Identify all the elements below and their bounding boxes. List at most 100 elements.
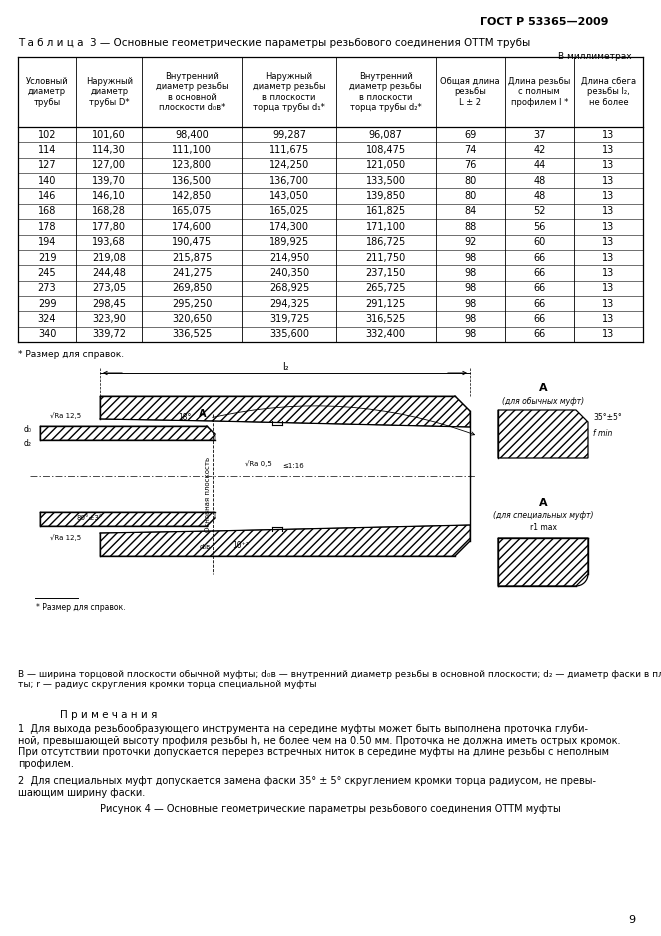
Text: 60: 60 (533, 237, 545, 247)
Text: 69: 69 (464, 130, 477, 139)
Text: 241,275: 241,275 (172, 268, 212, 278)
Text: 98: 98 (464, 329, 477, 340)
Text: 42: 42 (533, 145, 545, 155)
Text: f min: f min (593, 430, 612, 438)
Text: 44: 44 (533, 160, 545, 170)
Text: √Ra 12,5: √Ra 12,5 (50, 534, 81, 541)
Text: 13: 13 (602, 253, 615, 262)
Text: 114: 114 (38, 145, 56, 155)
Text: 268,925: 268,925 (269, 284, 309, 293)
Text: Основная плоскость: Основная плоскость (205, 457, 211, 532)
Text: 13: 13 (602, 207, 615, 216)
Text: 13: 13 (602, 299, 615, 309)
Text: 245: 245 (38, 268, 56, 278)
Text: 324: 324 (38, 314, 56, 324)
Text: 80: 80 (464, 191, 477, 201)
Text: d₀: d₀ (24, 425, 32, 433)
Text: 102: 102 (38, 130, 56, 139)
Text: 269,850: 269,850 (172, 284, 212, 293)
Text: 332,400: 332,400 (366, 329, 406, 340)
Text: 298,45: 298,45 (93, 299, 126, 309)
Text: 319,725: 319,725 (269, 314, 309, 324)
Text: 74: 74 (464, 145, 477, 155)
Text: 52: 52 (533, 207, 545, 216)
Text: 299: 299 (38, 299, 56, 309)
Text: Внутренний
диаметр резьбы
в основной
плоскости d₀в*: Внутренний диаметр резьбы в основной пло… (156, 72, 229, 112)
Text: 136,500: 136,500 (173, 176, 212, 185)
Text: 98: 98 (464, 268, 477, 278)
Text: * Размер для справок.: * Размер для справок. (18, 350, 124, 359)
Text: 237,150: 237,150 (366, 268, 406, 278)
Text: 168: 168 (38, 207, 56, 216)
Text: A: A (539, 383, 547, 393)
Text: 88: 88 (464, 222, 477, 232)
Text: 336,525: 336,525 (172, 329, 212, 340)
Text: Общая длина
резьбы
L ± 2: Общая длина резьбы L ± 2 (440, 77, 500, 107)
Text: 139,70: 139,70 (93, 176, 126, 185)
Text: П р и м е ч а н и я: П р и м е ч а н и я (60, 710, 157, 720)
Text: 186,725: 186,725 (366, 237, 406, 247)
Text: (для обычных муфт): (для обычных муфт) (502, 397, 584, 405)
Text: √Ra 12,5: √Ra 12,5 (50, 413, 81, 419)
Text: (для специальных муфт): (для специальных муфт) (492, 510, 594, 519)
Text: 66: 66 (533, 268, 545, 278)
Text: 13: 13 (602, 314, 615, 324)
Text: 136,700: 136,700 (269, 176, 309, 185)
Text: 114,30: 114,30 (93, 145, 126, 155)
Text: Длина сбега
резьбы l₂,
не более: Длина сбега резьбы l₂, не более (581, 77, 636, 107)
Text: Длина резьбы
с полным
профилем l *: Длина резьбы с полным профилем l * (508, 77, 570, 107)
Text: 99,287: 99,287 (272, 130, 306, 139)
Text: d₀в: d₀в (200, 544, 211, 550)
Text: l₂: l₂ (282, 362, 288, 372)
Text: 294,325: 294,325 (269, 299, 309, 309)
Text: 13: 13 (602, 176, 615, 185)
Text: 161,825: 161,825 (366, 207, 406, 216)
Text: 98: 98 (464, 314, 477, 324)
Text: 123,800: 123,800 (173, 160, 212, 170)
Text: Условный
диаметр
трубы: Условный диаметр трубы (26, 77, 68, 107)
Text: Наружный
диаметр резьбы
в плоскости
торца трубы d₁*: Наружный диаметр резьбы в плоскости торц… (253, 72, 325, 112)
Text: 10⁺²: 10⁺² (233, 542, 249, 550)
Text: 139,850: 139,850 (366, 191, 406, 201)
Text: 215,875: 215,875 (172, 253, 212, 262)
Text: A: A (199, 409, 207, 419)
Text: 13: 13 (602, 268, 615, 278)
Text: ≤1:16: ≤1:16 (282, 463, 304, 469)
Text: 340: 340 (38, 329, 56, 340)
Text: Внутренний
диаметр резьбы
в плоскости
торца трубы d₂*: Внутренний диаметр резьбы в плоскости то… (350, 72, 422, 112)
Text: 211,750: 211,750 (366, 253, 406, 262)
Text: 174,600: 174,600 (173, 222, 212, 232)
Text: В миллиметрах: В миллиметрах (559, 52, 632, 61)
Text: 146: 146 (38, 191, 56, 201)
Text: 76: 76 (464, 160, 477, 170)
Text: 18°: 18° (178, 414, 192, 422)
Text: 189,925: 189,925 (269, 237, 309, 247)
Text: 48: 48 (533, 176, 545, 185)
Text: 127: 127 (38, 160, 56, 170)
Text: 140: 140 (38, 176, 56, 185)
Text: 13: 13 (602, 160, 615, 170)
Text: 66: 66 (533, 329, 545, 340)
Text: 92: 92 (464, 237, 477, 247)
Text: 165,025: 165,025 (269, 207, 309, 216)
Text: 320,650: 320,650 (172, 314, 212, 324)
Text: 265,725: 265,725 (366, 284, 406, 293)
Text: 244,48: 244,48 (93, 268, 126, 278)
Text: 13: 13 (602, 130, 615, 139)
Text: 35°±5°: 35°±5° (593, 414, 622, 422)
Text: 171,100: 171,100 (366, 222, 406, 232)
Text: 98: 98 (464, 253, 477, 262)
Text: 316,525: 316,525 (366, 314, 406, 324)
Text: 295,250: 295,250 (172, 299, 212, 309)
Text: 146,10: 146,10 (93, 191, 126, 201)
Text: 193,68: 193,68 (93, 237, 126, 247)
Text: 240,350: 240,350 (269, 268, 309, 278)
Text: 101,60: 101,60 (93, 130, 126, 139)
Text: 219,08: 219,08 (93, 253, 126, 262)
Text: 339,72: 339,72 (93, 329, 126, 340)
Text: 96,087: 96,087 (369, 130, 403, 139)
Text: B — ширина торцовой плоскости обычной муфты; d₀в — внутренний диаметр резьбы в о: B — ширина торцовой плоскости обычной му… (18, 670, 661, 690)
Text: 190,475: 190,475 (172, 237, 212, 247)
Text: 165,075: 165,075 (172, 207, 212, 216)
Text: 108,475: 108,475 (366, 145, 406, 155)
